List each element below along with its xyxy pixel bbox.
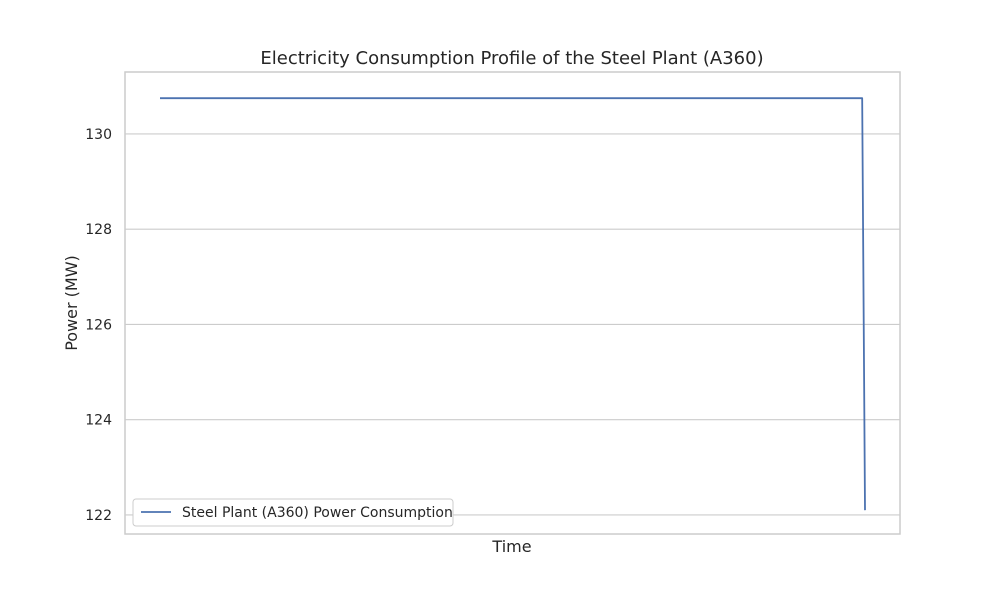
series-line-0: [160, 97, 866, 511]
y-tick-label-122: 122: [85, 508, 112, 524]
y-tick-label-124: 124: [85, 413, 112, 429]
chart-title: Electricity Consumption Profile of the S…: [260, 48, 763, 69]
x-axis-label: Time: [491, 537, 531, 556]
grid-layer: [125, 133, 900, 516]
legend-box: [132, 498, 454, 527]
series-layer: [160, 97, 866, 511]
y-tick-label-130: 130: [85, 127, 112, 143]
legend-label: Steel Plant (A360) Power Consumption: [182, 505, 453, 521]
y-tick-label-128: 128: [85, 222, 112, 238]
legend: Steel Plant (A360) Power Consumption: [132, 498, 454, 527]
plot-frame: [124, 71, 901, 535]
y-tick-labels: 122 124 126 128 130: [85, 127, 112, 524]
y-axis-label: Power (MW): [62, 255, 81, 351]
y-tick-label-126: 126: [85, 317, 112, 333]
